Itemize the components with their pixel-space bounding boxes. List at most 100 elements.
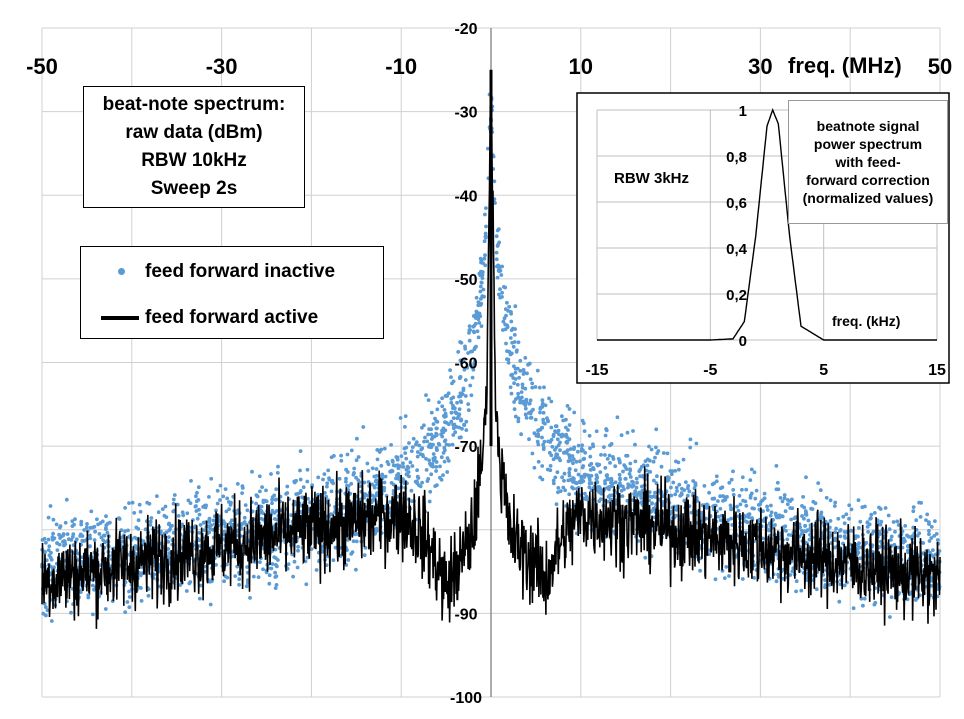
inactive-point xyxy=(208,602,213,607)
inactive-point xyxy=(437,443,442,447)
inactive-point xyxy=(375,457,380,462)
inset-note-line-2: power spectrum xyxy=(813,136,923,152)
inactive-point xyxy=(167,535,171,539)
inactive-point xyxy=(483,231,488,236)
inactive-point xyxy=(419,447,424,452)
inactive-point xyxy=(573,468,578,473)
inset-annotation-rbw: RBW 3kHz xyxy=(614,170,689,187)
info-line-4: Sweep 2s xyxy=(150,178,238,199)
inactive-point xyxy=(467,338,472,343)
info-line-1: beat-note spectrum: xyxy=(102,94,286,115)
inactive-point xyxy=(345,452,350,457)
inactive-point xyxy=(637,490,642,495)
inactive-point xyxy=(440,404,445,409)
inactive-point xyxy=(744,503,749,508)
inactive-point xyxy=(449,375,453,379)
inactive-point xyxy=(886,513,891,518)
inactive-point xyxy=(528,398,533,403)
inactive-point xyxy=(553,448,557,452)
inactive-point xyxy=(864,540,869,545)
inactive-point xyxy=(616,457,621,461)
legend-marker-inactive xyxy=(118,268,125,275)
inactive-point xyxy=(673,469,678,473)
inactive-point xyxy=(296,548,300,553)
inset-x-axis-label: freq. (kHz) xyxy=(832,313,900,329)
inactive-point xyxy=(721,499,725,503)
inactive-point xyxy=(414,440,419,444)
inactive-point xyxy=(654,445,658,450)
inactive-point xyxy=(752,470,757,475)
inactive-point xyxy=(132,511,137,515)
inactive-point xyxy=(521,401,526,406)
inactive-point xyxy=(512,364,516,369)
inactive-point xyxy=(799,588,804,593)
inactive-point xyxy=(914,518,919,523)
inactive-point xyxy=(349,552,354,556)
inactive-point xyxy=(404,456,409,461)
inactive-point xyxy=(296,544,300,549)
inactive-point xyxy=(227,500,231,504)
inactive-point xyxy=(633,489,638,493)
inactive-point xyxy=(568,447,573,451)
inactive-point xyxy=(451,416,456,420)
inactive-point xyxy=(257,474,262,479)
inactive-point xyxy=(457,412,462,417)
inactive-point xyxy=(207,495,211,499)
legend-label-active: feed forward active xyxy=(145,307,319,328)
inactive-point xyxy=(669,493,674,498)
inactive-point xyxy=(431,422,436,426)
inactive-point xyxy=(427,427,431,431)
inactive-point xyxy=(428,461,432,466)
inactive-point xyxy=(139,599,144,603)
inactive-point xyxy=(502,316,507,321)
inactive-point xyxy=(410,464,415,468)
inactive-point xyxy=(95,517,99,522)
inactive-point xyxy=(582,429,587,433)
inactive-point xyxy=(305,479,310,484)
inactive-point xyxy=(731,469,735,474)
inactive-point xyxy=(520,395,524,400)
inactive-point xyxy=(906,534,911,539)
inactive-point xyxy=(536,428,540,433)
inactive-point xyxy=(272,493,277,498)
inactive-point xyxy=(164,515,169,519)
inactive-point xyxy=(333,545,338,550)
inactive-point xyxy=(625,430,630,435)
inactive-point xyxy=(743,519,748,524)
inactive-point xyxy=(858,519,863,524)
inactive-point xyxy=(628,461,633,466)
inactive-point xyxy=(58,524,63,529)
inactive-point xyxy=(444,442,449,447)
inactive-point xyxy=(516,416,521,421)
inactive-point xyxy=(635,480,639,485)
inactive-point xyxy=(355,436,359,441)
inactive-point xyxy=(291,574,295,579)
inactive-point xyxy=(332,454,336,458)
inactive-point xyxy=(273,517,277,521)
inactive-point xyxy=(85,522,89,526)
inactive-point xyxy=(861,603,865,608)
inactive-point xyxy=(467,324,472,328)
inactive-point xyxy=(931,548,935,552)
inactive-point xyxy=(269,472,273,476)
inactive-point xyxy=(511,344,516,349)
inactive-point xyxy=(362,480,367,485)
inactive-point xyxy=(517,375,521,380)
inactive-point xyxy=(339,453,343,458)
inactive-point xyxy=(782,493,787,497)
inactive-point xyxy=(235,482,240,486)
inactive-point xyxy=(543,403,548,408)
inactive-point xyxy=(536,434,541,439)
inactive-point xyxy=(91,612,95,617)
inactive-point xyxy=(301,485,306,490)
inactive-point xyxy=(175,502,180,507)
inactive-point xyxy=(273,547,278,552)
inactive-point xyxy=(62,543,66,548)
inactive-point xyxy=(314,568,319,572)
inset-y-tick-label: 0,4 xyxy=(726,241,748,258)
inactive-point xyxy=(535,368,540,373)
inactive-point xyxy=(372,484,377,488)
inactive-point xyxy=(134,525,139,530)
inactive-point xyxy=(458,399,463,404)
inactive-point xyxy=(497,266,502,271)
